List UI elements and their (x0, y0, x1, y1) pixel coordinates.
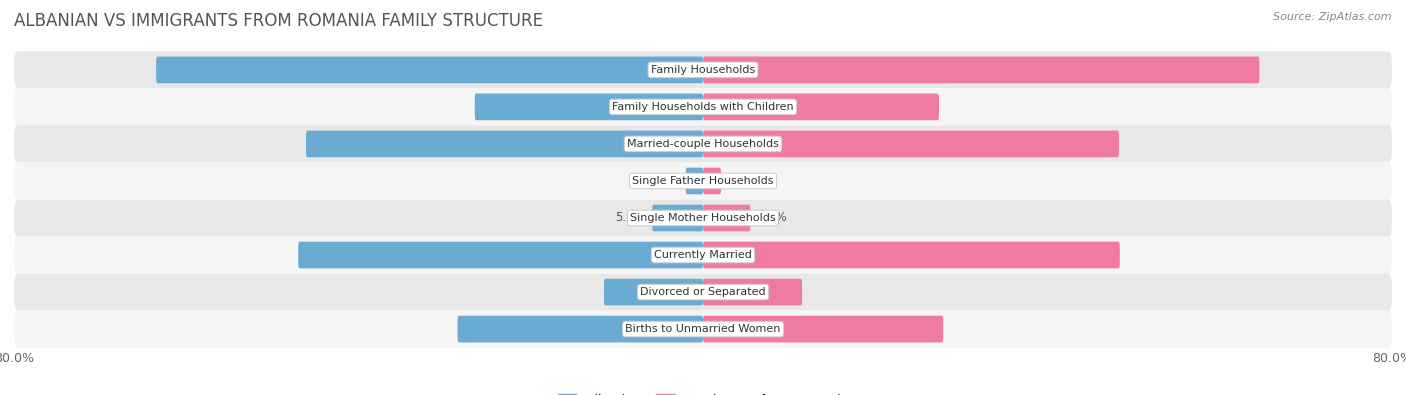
FancyBboxPatch shape (652, 205, 703, 231)
FancyBboxPatch shape (703, 167, 721, 194)
Text: Divorced or Separated: Divorced or Separated (640, 287, 766, 297)
Text: Family Households: Family Households (651, 65, 755, 75)
Text: Family Households with Children: Family Households with Children (612, 102, 794, 112)
Text: 46.1%: 46.1% (657, 137, 695, 150)
Text: 48.4%: 48.4% (711, 248, 749, 261)
FancyBboxPatch shape (475, 94, 703, 120)
Text: 27.9%: 27.9% (711, 323, 749, 336)
Legend: Albanian, Immigrants from Romania: Albanian, Immigrants from Romania (558, 393, 848, 395)
Text: 5.5%: 5.5% (758, 211, 787, 224)
Text: 2.1%: 2.1% (728, 175, 758, 188)
FancyBboxPatch shape (14, 126, 1392, 162)
FancyBboxPatch shape (156, 56, 703, 83)
FancyBboxPatch shape (14, 51, 1392, 88)
FancyBboxPatch shape (703, 316, 943, 342)
Text: 63.5%: 63.5% (657, 63, 695, 76)
Text: 26.5%: 26.5% (657, 100, 695, 113)
FancyBboxPatch shape (14, 274, 1392, 310)
Text: 28.5%: 28.5% (657, 323, 695, 336)
Text: 27.4%: 27.4% (711, 100, 749, 113)
FancyBboxPatch shape (14, 310, 1392, 348)
FancyBboxPatch shape (307, 131, 703, 157)
Text: 47.0%: 47.0% (657, 248, 695, 261)
Text: Single Father Households: Single Father Households (633, 176, 773, 186)
FancyBboxPatch shape (457, 316, 703, 342)
FancyBboxPatch shape (703, 131, 1119, 157)
Text: 11.5%: 11.5% (657, 286, 695, 299)
Text: ALBANIAN VS IMMIGRANTS FROM ROMANIA FAMILY STRUCTURE: ALBANIAN VS IMMIGRANTS FROM ROMANIA FAMI… (14, 12, 543, 30)
Text: 48.3%: 48.3% (711, 137, 749, 150)
FancyBboxPatch shape (703, 205, 751, 231)
FancyBboxPatch shape (703, 56, 1260, 83)
FancyBboxPatch shape (14, 237, 1392, 274)
FancyBboxPatch shape (703, 279, 801, 305)
Text: 2.0%: 2.0% (650, 175, 679, 188)
FancyBboxPatch shape (605, 279, 703, 305)
FancyBboxPatch shape (703, 94, 939, 120)
Text: Births to Unmarried Women: Births to Unmarried Women (626, 324, 780, 334)
FancyBboxPatch shape (703, 242, 1119, 268)
Text: Married-couple Households: Married-couple Households (627, 139, 779, 149)
Text: 64.6%: 64.6% (711, 63, 749, 76)
FancyBboxPatch shape (14, 162, 1392, 199)
FancyBboxPatch shape (14, 88, 1392, 126)
Text: Source: ZipAtlas.com: Source: ZipAtlas.com (1274, 12, 1392, 22)
Text: Single Mother Households: Single Mother Households (630, 213, 776, 223)
Text: Currently Married: Currently Married (654, 250, 752, 260)
Text: 5.9%: 5.9% (616, 211, 645, 224)
FancyBboxPatch shape (686, 167, 703, 194)
Text: 11.5%: 11.5% (711, 286, 749, 299)
FancyBboxPatch shape (298, 242, 703, 268)
FancyBboxPatch shape (14, 199, 1392, 237)
